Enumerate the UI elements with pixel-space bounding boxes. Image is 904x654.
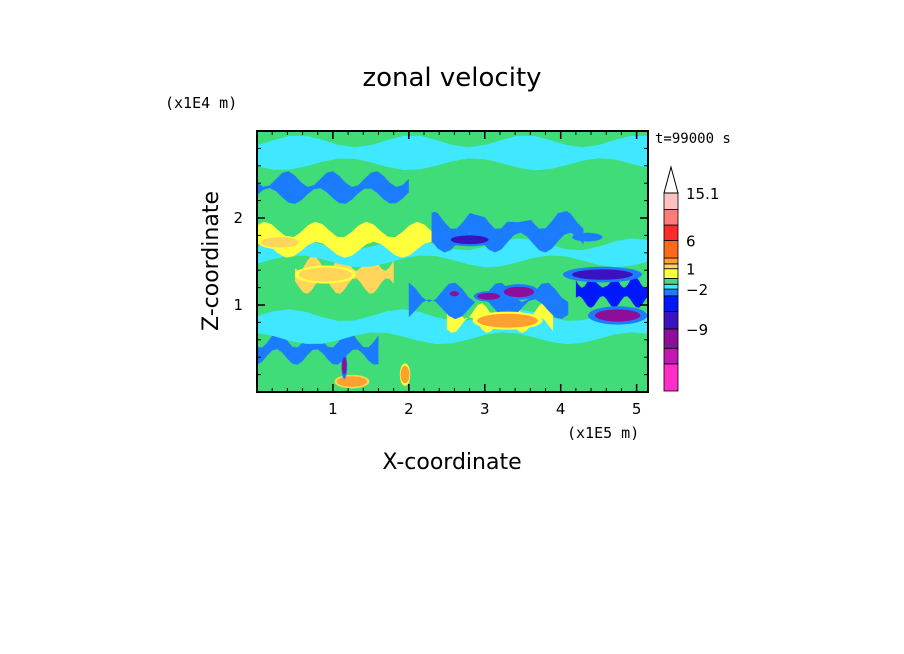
field-band [408, 155, 648, 195]
field-blob [342, 357, 347, 375]
field-band [257, 171, 409, 204]
x-tick-label: 2 [404, 400, 414, 418]
colorbar-segment [663, 347, 679, 365]
y-tick-label: 1 [233, 296, 243, 314]
colorbar-segment [663, 295, 679, 312]
colorbar-label: 15.1 [686, 185, 719, 203]
velocity-field [257, 131, 648, 392]
colorbar-label: −2 [686, 281, 708, 299]
field-blob [572, 232, 603, 242]
colorbar-segment [663, 224, 679, 241]
field-blob [336, 376, 368, 387]
field-band [575, 276, 648, 308]
field-blob [594, 309, 641, 322]
colorbar-segment [663, 240, 679, 259]
field-band [257, 221, 432, 258]
x-tick-label: 3 [480, 400, 490, 418]
field-band [257, 196, 648, 223]
plot-frame [256, 130, 649, 393]
colorbar-segment [663, 288, 679, 297]
field-band [257, 361, 648, 388]
colorbar-segment [663, 263, 679, 270]
field-blob [400, 365, 410, 384]
field-blob [450, 235, 489, 245]
y-scale-label: (x1E4 m) [165, 94, 237, 112]
time-label: t=99000 s [655, 131, 731, 147]
field-blob [260, 237, 299, 248]
field-blob [572, 269, 633, 280]
field-blob [449, 291, 459, 297]
colorbar-segment [663, 328, 679, 349]
colorbar-segment [663, 278, 679, 285]
field-blob [477, 313, 538, 328]
colorbar-segment [663, 209, 679, 226]
colorbar: 15.1 6 1 −2 −9 [663, 165, 719, 392]
colorbar-segment [663, 363, 679, 392]
colorbar-label: 6 [686, 233, 696, 251]
field-band [257, 332, 379, 365]
colorbar-segment [663, 311, 679, 330]
x-tick-label: 1 [328, 400, 338, 418]
colorbar-label: 1 [686, 261, 696, 279]
field-band [257, 135, 648, 171]
y-tick-label: 2 [233, 209, 243, 227]
colorbar-segment [663, 192, 679, 210]
x-axis-ticks: 1 2 3 4 5 [271, 131, 642, 418]
y-axis-label: Z-coordinate [199, 191, 224, 331]
x-tick-label: 5 [632, 400, 642, 418]
x-scale-label: (x1E5 m) [567, 424, 639, 442]
y-axis-ticks: 12 [233, 147, 648, 376]
x-tick-label: 4 [556, 400, 566, 418]
colorbar-label: −9 [686, 321, 708, 339]
field-blob [503, 286, 535, 298]
field-blob [298, 267, 352, 282]
colorbar-segment [663, 283, 679, 290]
field-blob [477, 292, 500, 300]
colorbar-segment [663, 268, 679, 279]
field-band [431, 209, 584, 253]
x-axis-label: X-coordinate [382, 450, 521, 475]
chart-title: zonal velocity [362, 63, 541, 93]
colorbar-segment [663, 257, 679, 265]
colorbar-extend-arrow [663, 165, 679, 194]
